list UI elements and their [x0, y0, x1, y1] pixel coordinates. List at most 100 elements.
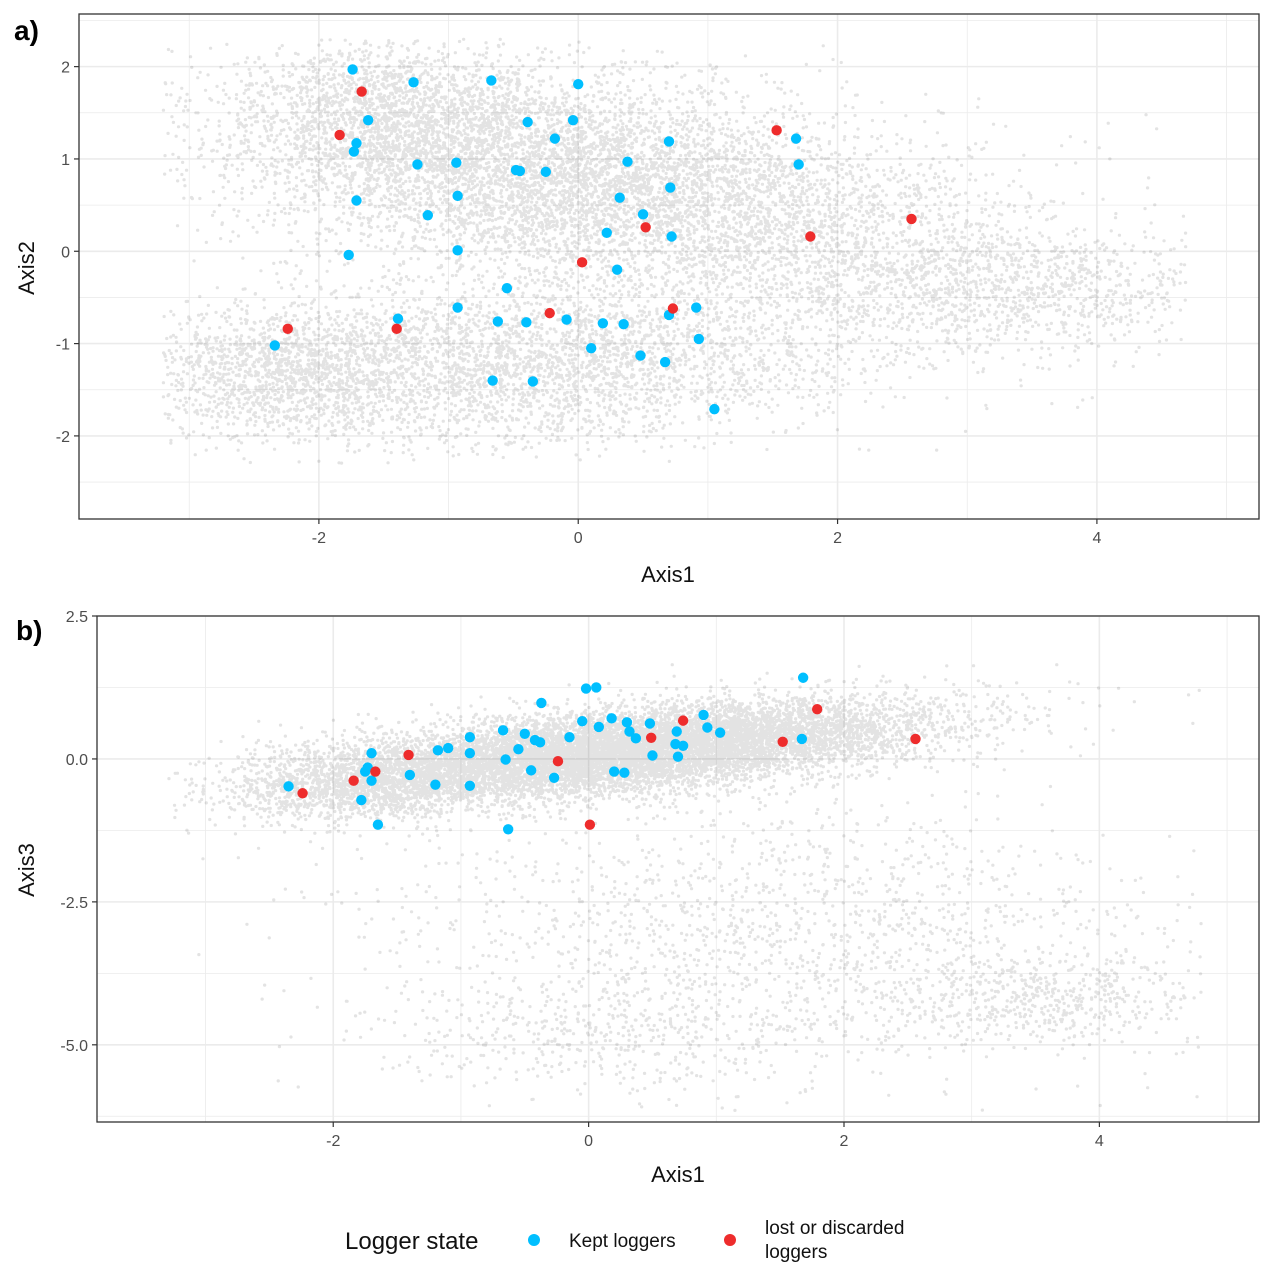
- kept-logger-point: [624, 726, 635, 737]
- panel-a-background-cloud: [161, 37, 1188, 465]
- x-tick-label: 0: [584, 1133, 593, 1150]
- panel-a-points: [269, 64, 917, 415]
- kept-logger-point: [362, 114, 374, 126]
- lost-logger-point: [906, 213, 917, 225]
- kept-logger-point: [797, 672, 809, 683]
- y-tick-label: 2.5: [66, 609, 88, 626]
- x-tick-label: -2: [312, 530, 326, 547]
- kept-logger-point: [492, 316, 504, 327]
- legend: Logger state Kept loggers lost or discar…: [345, 1218, 904, 1263]
- kept-logger-point: [392, 313, 404, 324]
- lost-logger-point: [576, 257, 588, 268]
- kept-logger-point: [567, 114, 579, 126]
- lost-logger-point: [805, 231, 816, 242]
- kept-logger-point: [372, 819, 384, 830]
- kept-logger-point: [647, 750, 658, 761]
- lost-logger-point: [771, 125, 782, 136]
- kept-logger-point: [614, 192, 625, 203]
- lost-logger-point: [356, 86, 367, 97]
- panel-a-ticks: -2 0 2 4 -2 -1 0 1 2: [56, 60, 1102, 547]
- kept-logger-point: [525, 765, 537, 776]
- kept-logger-point: [593, 721, 605, 733]
- panel-b-label: b): [16, 615, 42, 646]
- kept-logger-point: [580, 683, 592, 694]
- lost-logger-point: [297, 788, 308, 799]
- legend-item-lost: lost or discarded loggers: [724, 1218, 904, 1263]
- panel-b-grid: [97, 615, 1259, 1122]
- kept-logger-point: [451, 157, 462, 168]
- kept-logger-point: [412, 159, 423, 170]
- lost-logger-point: [667, 303, 679, 314]
- kept-logger-point: [408, 77, 419, 88]
- kept-logger-point: [347, 64, 358, 75]
- kept-logger-point: [659, 356, 671, 368]
- kept-logger-point: [534, 737, 546, 748]
- kept-logger-point: [635, 350, 646, 361]
- kept-logger-point: [573, 78, 584, 90]
- lost-logger-point: [552, 756, 564, 767]
- legend-label-lost-line-1: lost or discarded: [765, 1218, 904, 1239]
- kept-logger-point: [591, 682, 602, 693]
- x-tick-label: 4: [1095, 1133, 1104, 1150]
- legend-label-lost-line-2: loggers: [765, 1242, 827, 1263]
- kept-logger-point: [452, 302, 463, 313]
- kept-logger-point: [497, 725, 509, 736]
- kept-logger-point: [597, 318, 609, 329]
- y-tick-label: -5.0: [60, 1038, 88, 1055]
- kept-logger-point: [549, 133, 561, 144]
- kept-logger-point: [540, 166, 552, 178]
- kept-logger-point: [343, 249, 354, 261]
- kept-logger-point: [359, 766, 371, 777]
- kept-logger-point: [577, 716, 588, 727]
- kept-logger-point: [608, 766, 620, 777]
- lost-logger-point: [334, 129, 345, 141]
- panel-b-x-axis-title: Axis1: [651, 1162, 705, 1187]
- lost-logger-point: [777, 736, 788, 747]
- y-tick-label: -1: [56, 337, 70, 354]
- lost-logger-point: [403, 749, 414, 761]
- kept-logger-point: [665, 182, 676, 193]
- kept-logger-point: [522, 116, 533, 128]
- kept-logger-point: [790, 133, 802, 144]
- panel-b-background-cloud: [167, 663, 1203, 1112]
- panel-a: a) -2 0 2 4 -2 -1 0 1 2 Axis1 Axis2: [14, 13, 1260, 587]
- kept-logger-point: [442, 742, 454, 754]
- kept-logger-point: [502, 824, 514, 835]
- y-tick-label: 1: [61, 152, 70, 169]
- y-tick-label: -2: [56, 429, 70, 446]
- kept-logger-point: [672, 751, 684, 762]
- legend-key-lost: [724, 1234, 736, 1246]
- lost-logger-point: [811, 703, 823, 715]
- kept-logger-point: [521, 317, 532, 328]
- kept-logger-point: [698, 709, 709, 721]
- lost-logger-point: [584, 819, 596, 830]
- kept-logger-point: [644, 718, 656, 729]
- panel-b: b) -2 0 2 4 -5.0 -2.5 0.0 2.5 Axis1 Axis3: [14, 609, 1260, 1187]
- kept-logger-point: [513, 744, 524, 755]
- panel-a-border: [78, 13, 1260, 520]
- panel-b-ticks: -2 0 2 4 -5.0 -2.5 0.0 2.5: [60, 609, 1104, 1150]
- kept-logger-point: [514, 165, 526, 177]
- lost-logger-point: [910, 733, 921, 745]
- panel-b-y-axis-title: Axis3: [14, 843, 39, 897]
- kept-logger-point: [671, 726, 682, 737]
- kept-logger-point: [366, 775, 377, 786]
- kept-logger-point: [585, 343, 597, 354]
- kept-logger-point: [677, 740, 689, 751]
- legend-label-kept: Kept loggers: [569, 1231, 676, 1252]
- kept-logger-point: [452, 190, 463, 202]
- y-tick-label: 0.0: [66, 752, 88, 769]
- kept-logger-point: [464, 732, 476, 743]
- lost-logger-point: [391, 323, 402, 335]
- kept-logger-point: [486, 75, 497, 86]
- kept-logger-point: [637, 209, 649, 220]
- kept-logger-point: [601, 227, 612, 239]
- legend-title: Logger state: [345, 1228, 478, 1255]
- kept-logger-point: [404, 769, 416, 781]
- panel-a-grid: [79, 14, 1259, 519]
- kept-logger-point: [351, 195, 362, 206]
- lost-logger-point: [645, 732, 657, 743]
- kept-logger-point: [464, 748, 476, 759]
- kept-logger-point: [793, 159, 804, 170]
- kept-logger-point: [527, 376, 539, 387]
